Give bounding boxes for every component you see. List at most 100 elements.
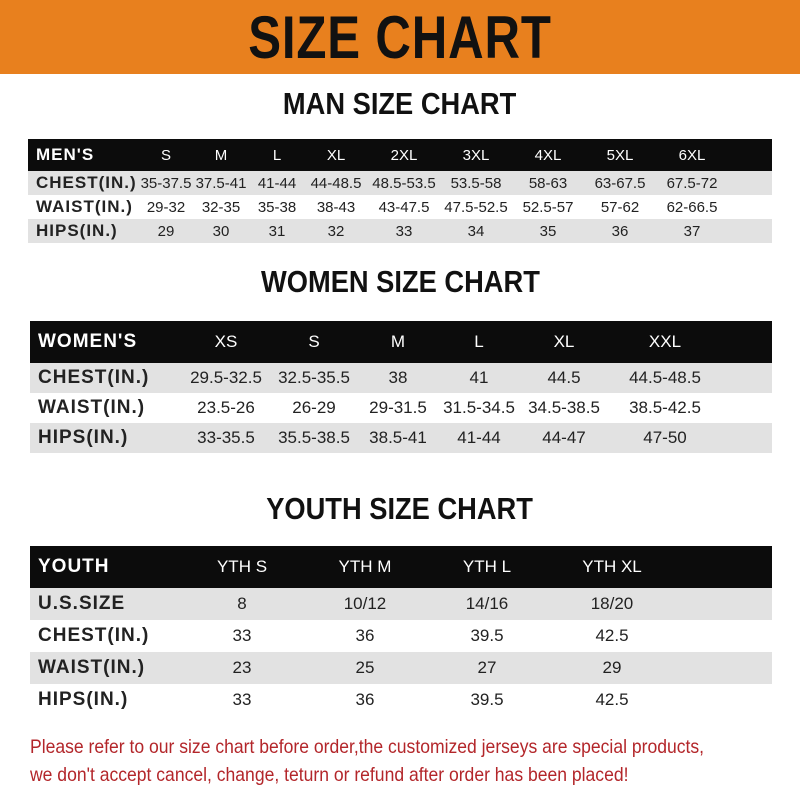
row-padding [728,171,772,195]
size-header: 41-44 [250,171,304,195]
size-header: 29-32 [140,195,192,219]
table-header-row: WAIST(IN.) 23.5-26 26-29 29-31.5 31.5-34.5 34… [30,393,772,423]
table-title-cell: WOMEN'S [30,321,182,363]
size-header: 35 [512,219,584,243]
youth-size-table: YOUTH YTH S YTH M YTH L YTH XL U.S.SIZE 8 10/12… [30,546,772,716]
size-header: 38.5-41 [358,423,438,453]
size-header: 32 [304,219,368,243]
men-size-table: MEN'S S M L XL 2XL 3XL 4XL 5XL 6XL CHEST(IN.) 35-37… [28,139,772,243]
size-header: 33 [180,620,304,652]
size-header: S [140,139,192,171]
size-chart-banner: SIZE CHART [0,0,800,74]
table-title-cell: CHEST(IN.) [30,363,182,393]
size-header: 43-47.5 [368,195,440,219]
size-header: 67.5-72 [656,171,728,195]
size-header: 29.5-32.5 [182,363,270,393]
size-header: M [192,139,250,171]
size-header: 44.5-48.5 [608,363,722,393]
size-header: 4XL [512,139,584,171]
size-header: 57-62 [584,195,656,219]
size-header: 32-35 [192,195,250,219]
row-padding [722,321,772,363]
size-header: 62-66.5 [656,195,728,219]
size-header: 5XL [584,139,656,171]
table-header-row: WAIST(IN.) 23 25 27 29 [30,652,772,684]
size-header: 33 [368,219,440,243]
table-title-cell: WAIST(IN.) [30,652,180,684]
table-title-cell: WAIST(IN.) [28,195,140,219]
row-padding [676,620,772,652]
youth-section-title: YOUTH SIZE CHART [266,491,534,526]
table-header-row: WOMEN'S XS S M L XL XXL [30,321,772,363]
table-header-row: CHEST(IN.) 33 36 39.5 42.5 [30,620,772,652]
size-header: 38 [358,363,438,393]
size-header: 41-44 [438,423,520,453]
size-header: 30 [192,219,250,243]
size-header: 36 [584,219,656,243]
size-header: 38.5-42.5 [608,393,722,423]
table-title-cell: HIPS(IN.) [30,423,182,453]
size-header: 63-67.5 [584,171,656,195]
table-header-row: MEN'S S M L XL 2XL 3XL 4XL 5XL 6XL [28,139,772,171]
size-header: 42.5 [548,620,676,652]
table-title-cell: WAIST(IN.) [30,393,182,423]
banner-title: SIZE CHART [248,3,552,71]
row-padding [676,652,772,684]
size-header: 33-35.5 [182,423,270,453]
size-header: 58-63 [512,171,584,195]
men-section-title: MAN SIZE CHART [283,86,517,121]
size-header: 35-38 [250,195,304,219]
size-header: XXL [608,321,722,363]
table-title-cell: CHEST(IN.) [28,171,140,195]
size-header: 26-29 [270,393,358,423]
size-header: 39.5 [426,684,548,716]
table-header-row: U.S.SIZE 8 10/12 14/16 18/20 [30,588,772,620]
notice-line-2: we don't accept cancel, change, teturn o… [30,764,629,786]
notice-line-1: Please refer to our size chart before or… [30,736,705,758]
table-title-cell: MEN'S [28,139,140,171]
size-header: 8 [180,588,304,620]
table-title-cell: CHEST(IN.) [30,620,180,652]
size-header: 29 [140,219,192,243]
size-header: M [358,321,438,363]
size-header: 31 [250,219,304,243]
size-header: S [270,321,358,363]
table-title-cell: YOUTH [30,546,180,588]
row-padding [722,363,772,393]
size-header: 52.5-57 [512,195,584,219]
table-title-cell: U.S.SIZE [30,588,180,620]
size-header: 14/16 [426,588,548,620]
size-header: 53.5-58 [440,171,512,195]
size-header: XL [304,139,368,171]
size-header: 33 [180,684,304,716]
size-header: 41 [438,363,520,393]
size-header: 36 [304,620,426,652]
size-header: YTH S [180,546,304,588]
size-header: 10/12 [304,588,426,620]
size-header: 23 [180,652,304,684]
table-title-cell: HIPS(IN.) [28,219,140,243]
size-header: 37 [656,219,728,243]
table-title-cell: HIPS(IN.) [30,684,180,716]
size-header: 31.5-34.5 [438,393,520,423]
table-header-row: CHEST(IN.) 29.5-32.5 32.5-35.5 38 41 44.5 44.5… [30,363,772,393]
size-header: 35-37.5 [140,171,192,195]
size-header: 44-47 [520,423,608,453]
size-header: 47-50 [608,423,722,453]
size-header: YTH XL [548,546,676,588]
table-header-row: HIPS(IN.) 29 30 31 32 33 34 35 36 37 [28,219,772,243]
size-header: 36 [304,684,426,716]
table-header-row: YOUTH YTH S YTH M YTH L YTH XL [30,546,772,588]
size-header: 34.5-38.5 [520,393,608,423]
size-header: 32.5-35.5 [270,363,358,393]
size-header: 38-43 [304,195,368,219]
size-header: 29-31.5 [358,393,438,423]
size-header: 6XL [656,139,728,171]
size-header: 3XL [440,139,512,171]
size-header: XS [182,321,270,363]
table-header-row: WAIST(IN.) 29-32 32-35 35-38 38-43 43-47.5 47.… [28,195,772,219]
row-padding [728,195,772,219]
row-padding [722,393,772,423]
size-header: 18/20 [548,588,676,620]
table-header-row: CHEST(IN.) 35-37.5 37.5-41 41-44 44-48.5 48.5… [28,171,772,195]
